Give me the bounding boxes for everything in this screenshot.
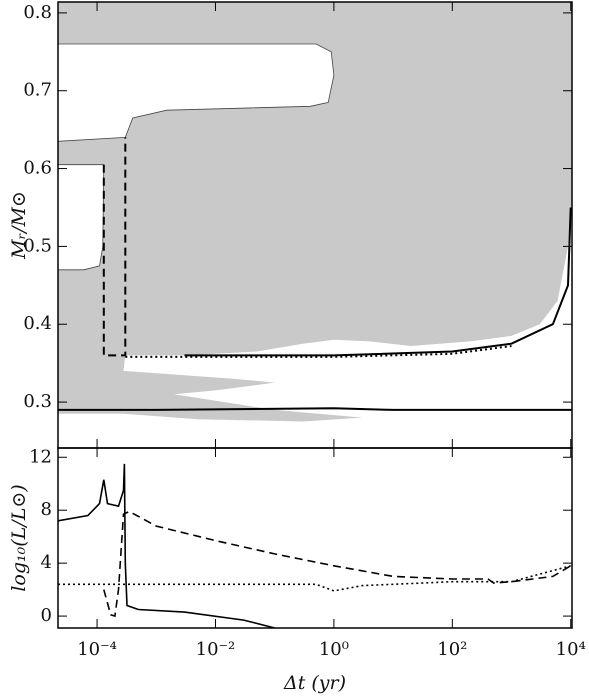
region xyxy=(57,164,105,271)
boundary-line xyxy=(58,407,572,411)
boundary-line xyxy=(102,137,127,357)
y-tick-label: 8 xyxy=(41,499,52,520)
luminosity-line xyxy=(103,510,572,618)
x-tick-label: 10⁰ xyxy=(319,639,349,660)
luminosity-line xyxy=(58,463,275,628)
boundary-line xyxy=(125,345,512,358)
y-tick-label: 4 xyxy=(41,552,52,573)
x-tick-label: 10² xyxy=(437,639,467,660)
y-tick-label: 0.6 xyxy=(23,158,52,179)
y-tick-label: 0 xyxy=(41,605,52,626)
y-tick-label: 0.5 xyxy=(23,235,52,256)
x-tick-label: 10⁴ xyxy=(556,639,586,660)
luminosity-line xyxy=(58,565,571,592)
y-tick-label: 0.4 xyxy=(23,313,52,334)
y-axis-label: Mᵣ/M⊙ xyxy=(8,191,30,260)
boundary-line xyxy=(184,207,572,357)
plot-frame xyxy=(57,447,573,629)
y-tick-label: 0.8 xyxy=(23,2,52,23)
x-tick-label: 10⁻⁴ xyxy=(77,639,117,660)
y-tick-label: 0.7 xyxy=(23,80,52,101)
region xyxy=(57,43,335,142)
x-axis-label: Δt (yr) xyxy=(283,672,346,694)
x-tick-label: 10⁻² xyxy=(196,639,236,660)
y-tick-label: 12 xyxy=(29,446,52,467)
y-axis-label: log₁₀(L/L⊙) xyxy=(8,484,30,591)
y-tick-label: 0.3 xyxy=(23,391,52,412)
